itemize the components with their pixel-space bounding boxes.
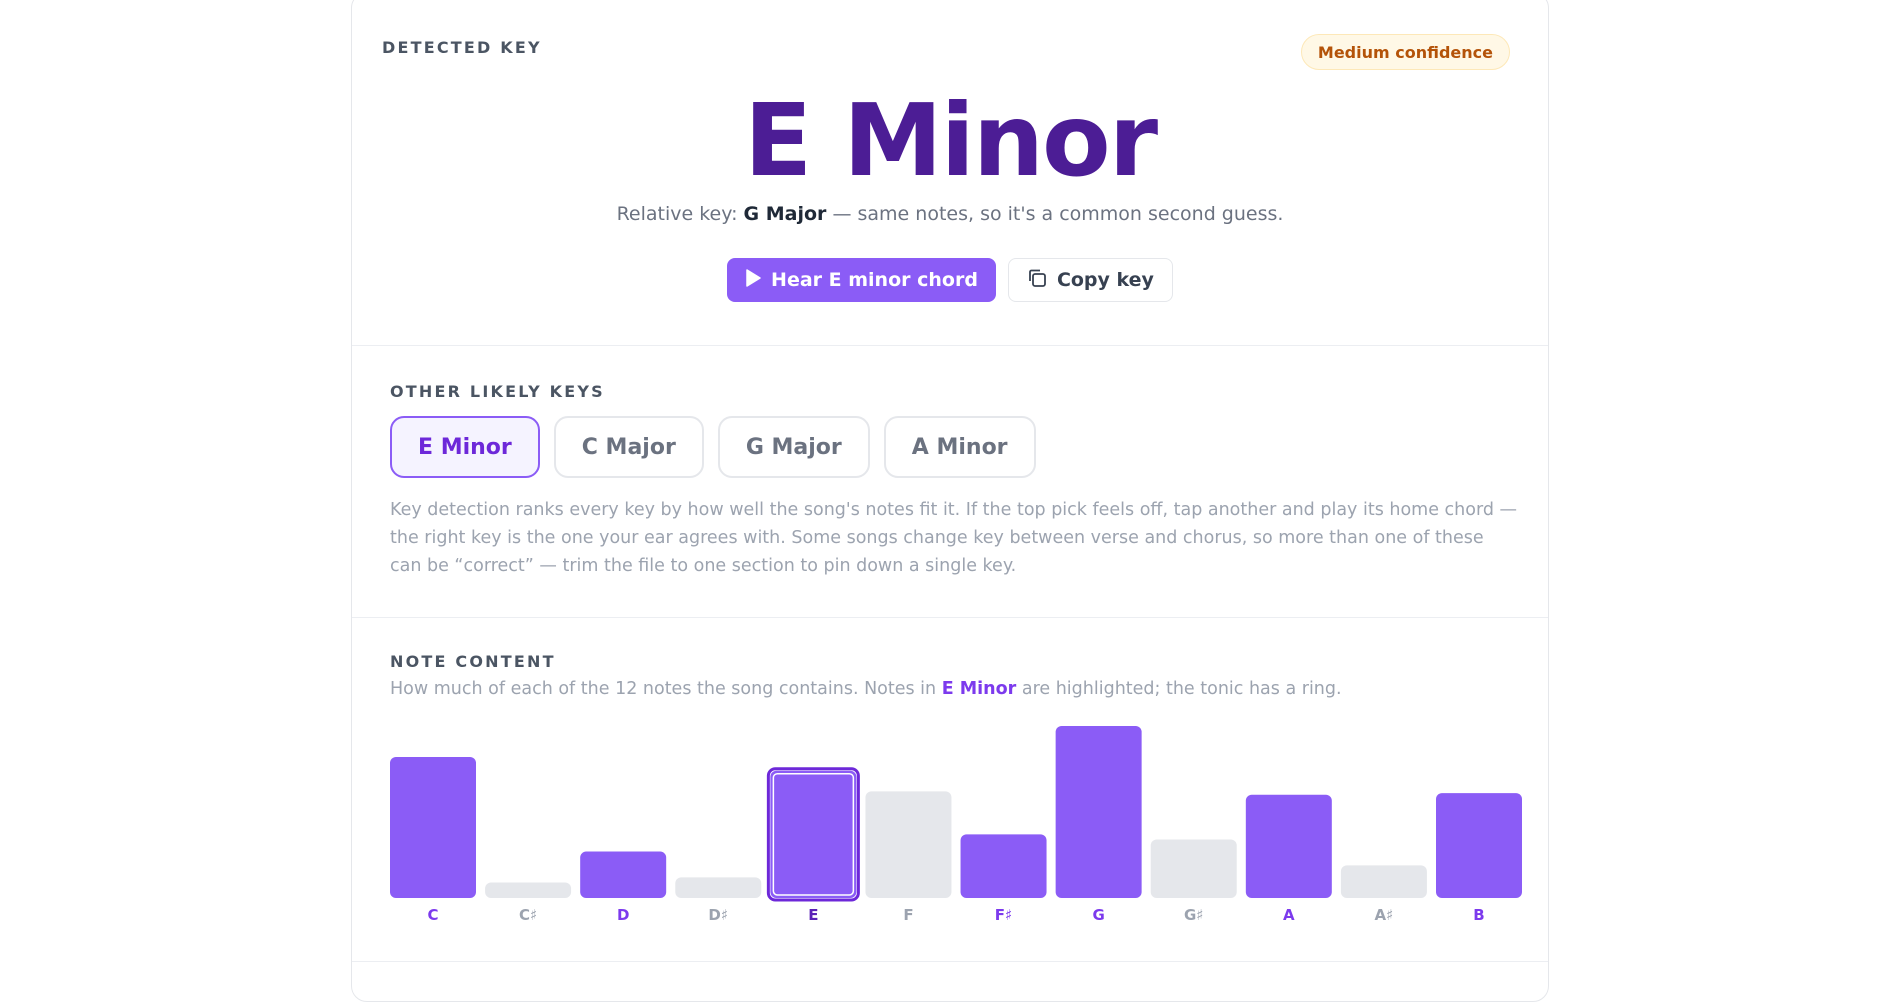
bar-D	[580, 851, 667, 898]
key-chip[interactable]: G Major	[717, 416, 870, 478]
key-chip[interactable]: C Major	[553, 416, 704, 478]
note-label-E: E	[808, 906, 818, 923]
key-detection-card: DETECTED KEY Medium confidence E Minor R…	[351, 0, 1549, 1002]
bar-A♯	[1340, 865, 1427, 898]
relative-key-line: Relative key: G Major — same notes, so i…	[352, 203, 1548, 225]
note-content-eyebrow: NOTE CONTENT	[390, 652, 556, 671]
note-label-D♯: D♯	[708, 906, 728, 923]
bar-D♯	[675, 877, 762, 898]
play-icon	[745, 268, 761, 292]
action-buttons: Hear E minor chord Copy key	[352, 258, 1548, 302]
confidence-badge: Medium confidence	[1300, 34, 1510, 70]
note-label-F: F	[903, 906, 913, 923]
note-content-chart: C C♯ D D♯ E F F♯ G G♯ A A♯ B	[390, 726, 1522, 923]
other-keys-eyebrow: OTHER LIKELY KEYS	[390, 382, 605, 401]
bar-B	[1436, 793, 1522, 898]
bar-F	[865, 791, 952, 898]
bar-E	[770, 770, 857, 898]
bar-C	[390, 756, 476, 898]
note-content-description: How much of each of the 12 notes the son…	[390, 679, 1342, 699]
hear-chord-button[interactable]: Hear E minor chord	[727, 258, 996, 302]
divider-2	[352, 617, 1548, 618]
bar-G♯	[1150, 839, 1237, 898]
key-explanation: Key detection ranks every key by how wel…	[390, 500, 1518, 576]
divider-1	[352, 345, 1548, 346]
note-label-B: B	[1473, 906, 1484, 923]
note-label-D: D	[617, 906, 629, 923]
note-label-A: A	[1283, 906, 1295, 923]
copy-key-label: Copy key	[1056, 269, 1154, 291]
hear-chord-label: Hear E minor chord	[771, 269, 978, 291]
key-chip-active[interactable]: E Minor	[390, 416, 540, 478]
note-suffix: are highlighted; the tonic has a ring.	[1016, 679, 1342, 699]
note-label-C: C	[427, 906, 438, 923]
note-prefix: How much of each of the 12 notes the son…	[390, 679, 942, 699]
key-chips: E Minor C Major G Major A Minor	[390, 416, 1036, 478]
bar-F♯	[960, 834, 1047, 898]
note-label-F♯: F♯	[995, 906, 1013, 923]
relative-key-name: G Major	[743, 203, 827, 225]
bar-C♯	[485, 882, 572, 898]
relative-prefix: Relative key:	[616, 203, 744, 225]
tonic-ring-inner	[772, 772, 855, 896]
note-label-G♯: G♯	[1184, 906, 1204, 923]
copy-key-button[interactable]: Copy key	[1007, 258, 1173, 302]
bar-G	[1055, 726, 1142, 898]
detected-key-eyebrow: DETECTED KEY	[382, 38, 542, 57]
bar-A	[1245, 794, 1332, 898]
copy-icon	[1027, 268, 1047, 293]
divider-3	[352, 961, 1548, 962]
note-label-G: G	[1092, 906, 1104, 923]
key-chip[interactable]: A Minor	[883, 416, 1036, 478]
note-key-highlight: E Minor	[941, 679, 1017, 699]
note-label-C♯: C♯	[519, 906, 537, 923]
note-label-A♯: A♯	[1374, 906, 1393, 923]
detected-key-title: E Minor	[743, 82, 1158, 199]
tonic-ring	[766, 767, 860, 902]
relative-suffix: — same notes, so it's a common second gu…	[826, 203, 1284, 225]
